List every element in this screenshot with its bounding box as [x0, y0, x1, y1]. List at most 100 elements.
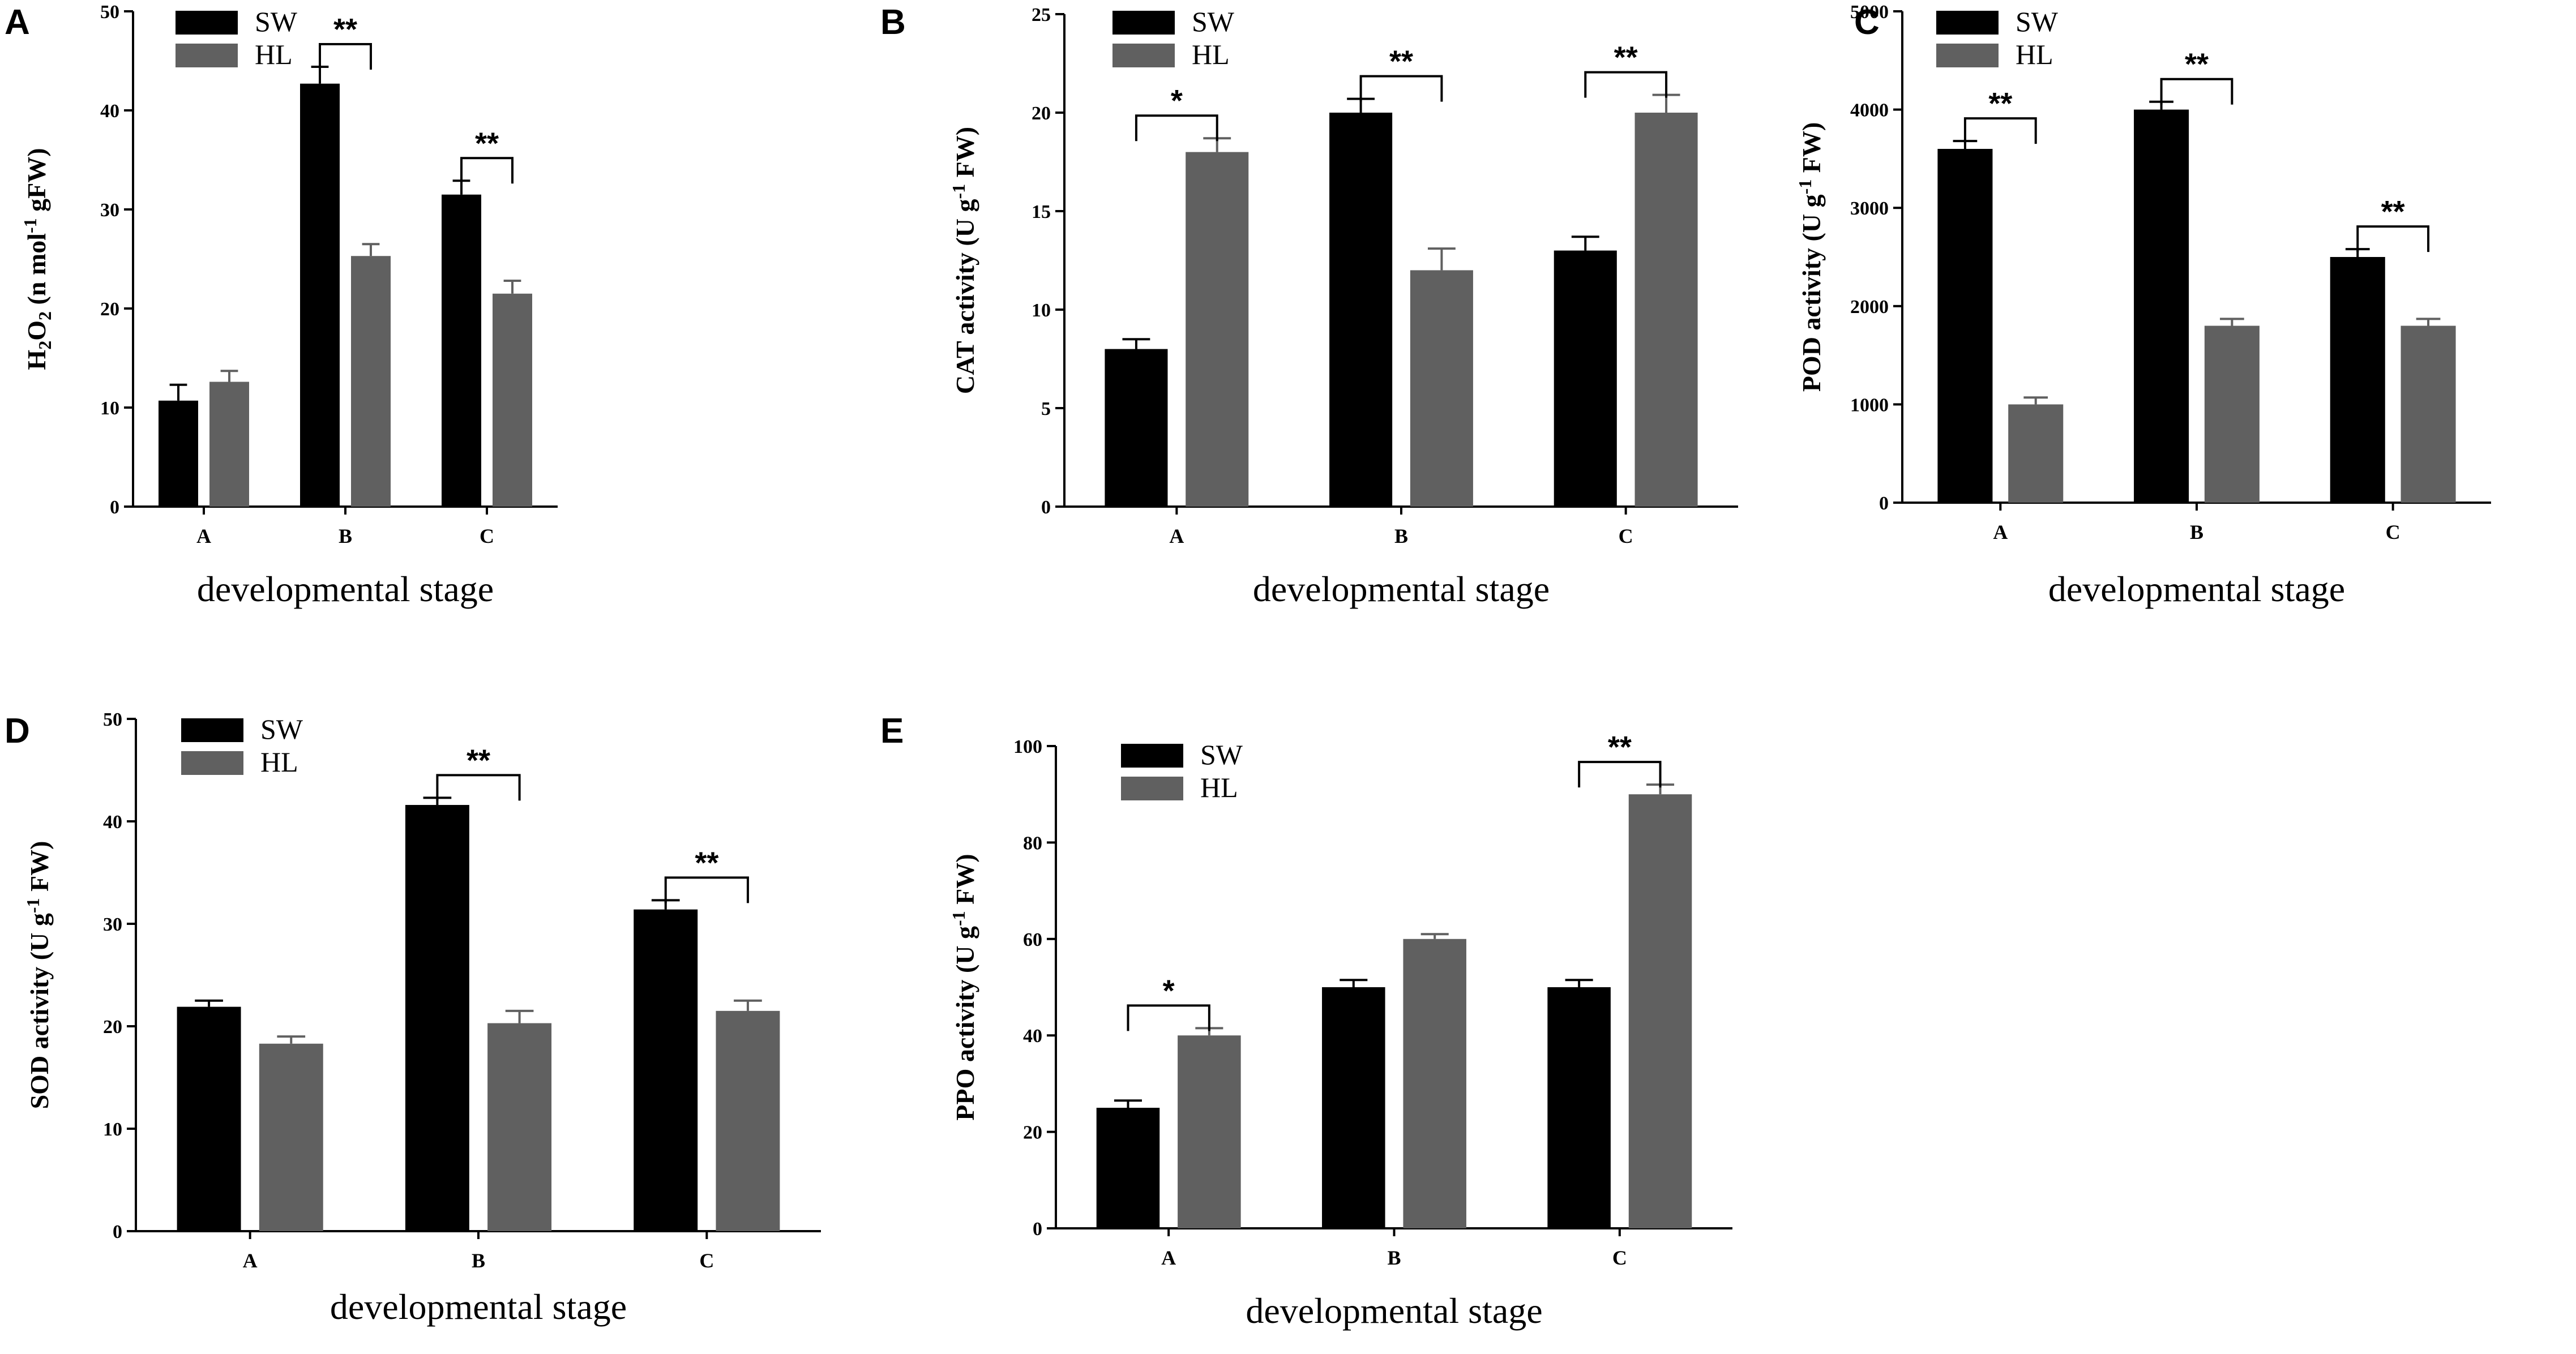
bar-hl-b [351, 256, 391, 507]
significance-label-b: ** [1389, 45, 1413, 79]
bar-sw-b [405, 805, 469, 1231]
significance-bracket-b [2160, 78, 2233, 105]
bar-hl-b [487, 1023, 552, 1231]
y-axis-title: SOD activity (U g-1 FW) [23, 841, 54, 1109]
legend-swatch-sw [1112, 11, 1175, 35]
y-axis-title: PPO activity (U g-1 FW) [948, 854, 979, 1120]
bar-sw-c [1547, 987, 1611, 1228]
bar-hl-c [716, 1010, 780, 1231]
y-axis-title: POD activity (U g-1 FW) [1795, 122, 1826, 392]
significance-label-c: ** [475, 126, 499, 160]
category-label-a: A [1993, 521, 2008, 543]
significance-label-a: * [1171, 84, 1183, 118]
bar-hl-a [1186, 152, 1249, 507]
y-tick-label: 20 [103, 1017, 122, 1038]
bar-hl-b [2204, 325, 2260, 503]
bar-hl-b [1403, 939, 1466, 1228]
legend-label-sw: SW [2016, 6, 2059, 37]
significance-bracket-a [1963, 117, 2037, 144]
y-tick-label: 0 [1041, 497, 1051, 518]
y-tick-label: 50 [103, 709, 122, 730]
x-axis-title: developmental stage [197, 569, 494, 609]
y-tick-label: 0 [113, 1222, 122, 1242]
legend-swatch-hl [1936, 44, 1999, 67]
y-tick-label: 0 [110, 497, 119, 518]
significance-bracket-b [1359, 75, 1443, 102]
significance-label-a: * [1163, 974, 1175, 1008]
y-tick-label: 100 [1013, 736, 1042, 757]
legend-swatch-sw [1936, 11, 1999, 35]
legend-label-sw: SW [255, 6, 298, 37]
legend-swatch-sw [176, 11, 238, 35]
panel-label-e: E [880, 712, 904, 751]
legend-swatch-hl [176, 44, 238, 67]
bar-hl-c [493, 293, 532, 507]
significance-bracket-c [2356, 225, 2430, 252]
significance-label-b: ** [467, 743, 490, 777]
y-tick-label: 30 [103, 914, 122, 935]
legend-swatch-hl [181, 751, 243, 775]
y-axis-title: CAT activity (U g-1 FW) [948, 127, 979, 394]
y-tick-label: 0 [1033, 1219, 1042, 1240]
significance-bracket-a [1127, 1004, 1210, 1031]
significance-label-c: ** [2381, 195, 2405, 229]
bar-sw-a [177, 1006, 241, 1231]
significance-bracket-b [436, 774, 521, 801]
y-tick-label: 20 [100, 299, 119, 320]
y-tick-label: 60 [1023, 929, 1042, 950]
panel-label-d: D [5, 712, 30, 751]
panel-e: E 0 20 40 60 80 100 A * B C ** developmental stage PP… [880, 712, 1732, 1331]
legend-label-hl: HL [260, 746, 298, 778]
x-axis-title: developmental stage [2048, 569, 2345, 609]
category-label-b: B [2190, 521, 2203, 543]
x-axis-title: developmental stage [1246, 1291, 1542, 1331]
y-tick-label: 4000 [1850, 100, 1889, 121]
panel-label-b: B [880, 3, 906, 42]
panel-b: B 0 5 10 15 20 25 A * B ** C ** developmental stage CA… [880, 3, 1738, 609]
y-tick-label: 40 [103, 812, 122, 833]
category-label-c: C [480, 525, 494, 547]
bar-sw-b [300, 83, 340, 507]
bar-sw-c [2330, 257, 2385, 503]
legend-label-hl: HL [2016, 38, 2053, 70]
y-tick-label: 25 [1032, 5, 1051, 25]
category-label-b: B [1387, 1246, 1401, 1269]
bar-sw-c [442, 194, 481, 507]
bar-sw-a [1096, 1108, 1160, 1228]
significance-bracket-a [1135, 114, 1218, 142]
significance-label-b: ** [333, 12, 357, 46]
bar-sw-a [1105, 349, 1168, 507]
legend-swatch-hl [1112, 44, 1175, 67]
bar-hl-a [259, 1043, 323, 1231]
legend-label-sw: SW [1192, 6, 1235, 37]
y-tick-label: 5000 [1850, 2, 1889, 23]
significance-label-c: ** [695, 846, 718, 880]
category-label-b: B [472, 1249, 485, 1272]
x-axis-title: developmental stage [1253, 569, 1550, 609]
y-tick-label: 40 [1023, 1026, 1042, 1047]
significance-bracket-c [1584, 71, 1668, 98]
panel-label-c: C [1854, 3, 1880, 42]
panel-c: C 0 1000 2000 3000 4000 5000 A ** B ** C ** developme… [1795, 2, 2491, 609]
category-label-b: B [339, 525, 352, 547]
panel-label-a: A [5, 3, 30, 42]
legend-label-hl: HL [1192, 38, 1230, 70]
category-label-a: A [1161, 1246, 1176, 1269]
bar-hl-c [1634, 113, 1698, 507]
significance-bracket-c [664, 876, 749, 903]
bar-sw-b [2134, 109, 2189, 503]
y-tick-label: 50 [100, 2, 119, 23]
y-tick-label: 0 [1879, 493, 1889, 514]
bar-sw-a [1937, 149, 1993, 503]
category-label-c: C [1612, 1246, 1627, 1269]
significance-label-c: ** [1608, 730, 1632, 764]
bar-hl-c [1628, 794, 1692, 1228]
significance-bracket-c [460, 157, 514, 184]
bar-hl-c [2400, 325, 2456, 503]
category-label-c: C [1619, 525, 1633, 547]
significance-bracket-c [1578, 761, 1662, 788]
y-axis-title: H2O2 (n mol-1 gFW) [20, 148, 55, 370]
y-tick-label: 10 [103, 1119, 122, 1140]
category-label-b: B [1394, 525, 1408, 547]
